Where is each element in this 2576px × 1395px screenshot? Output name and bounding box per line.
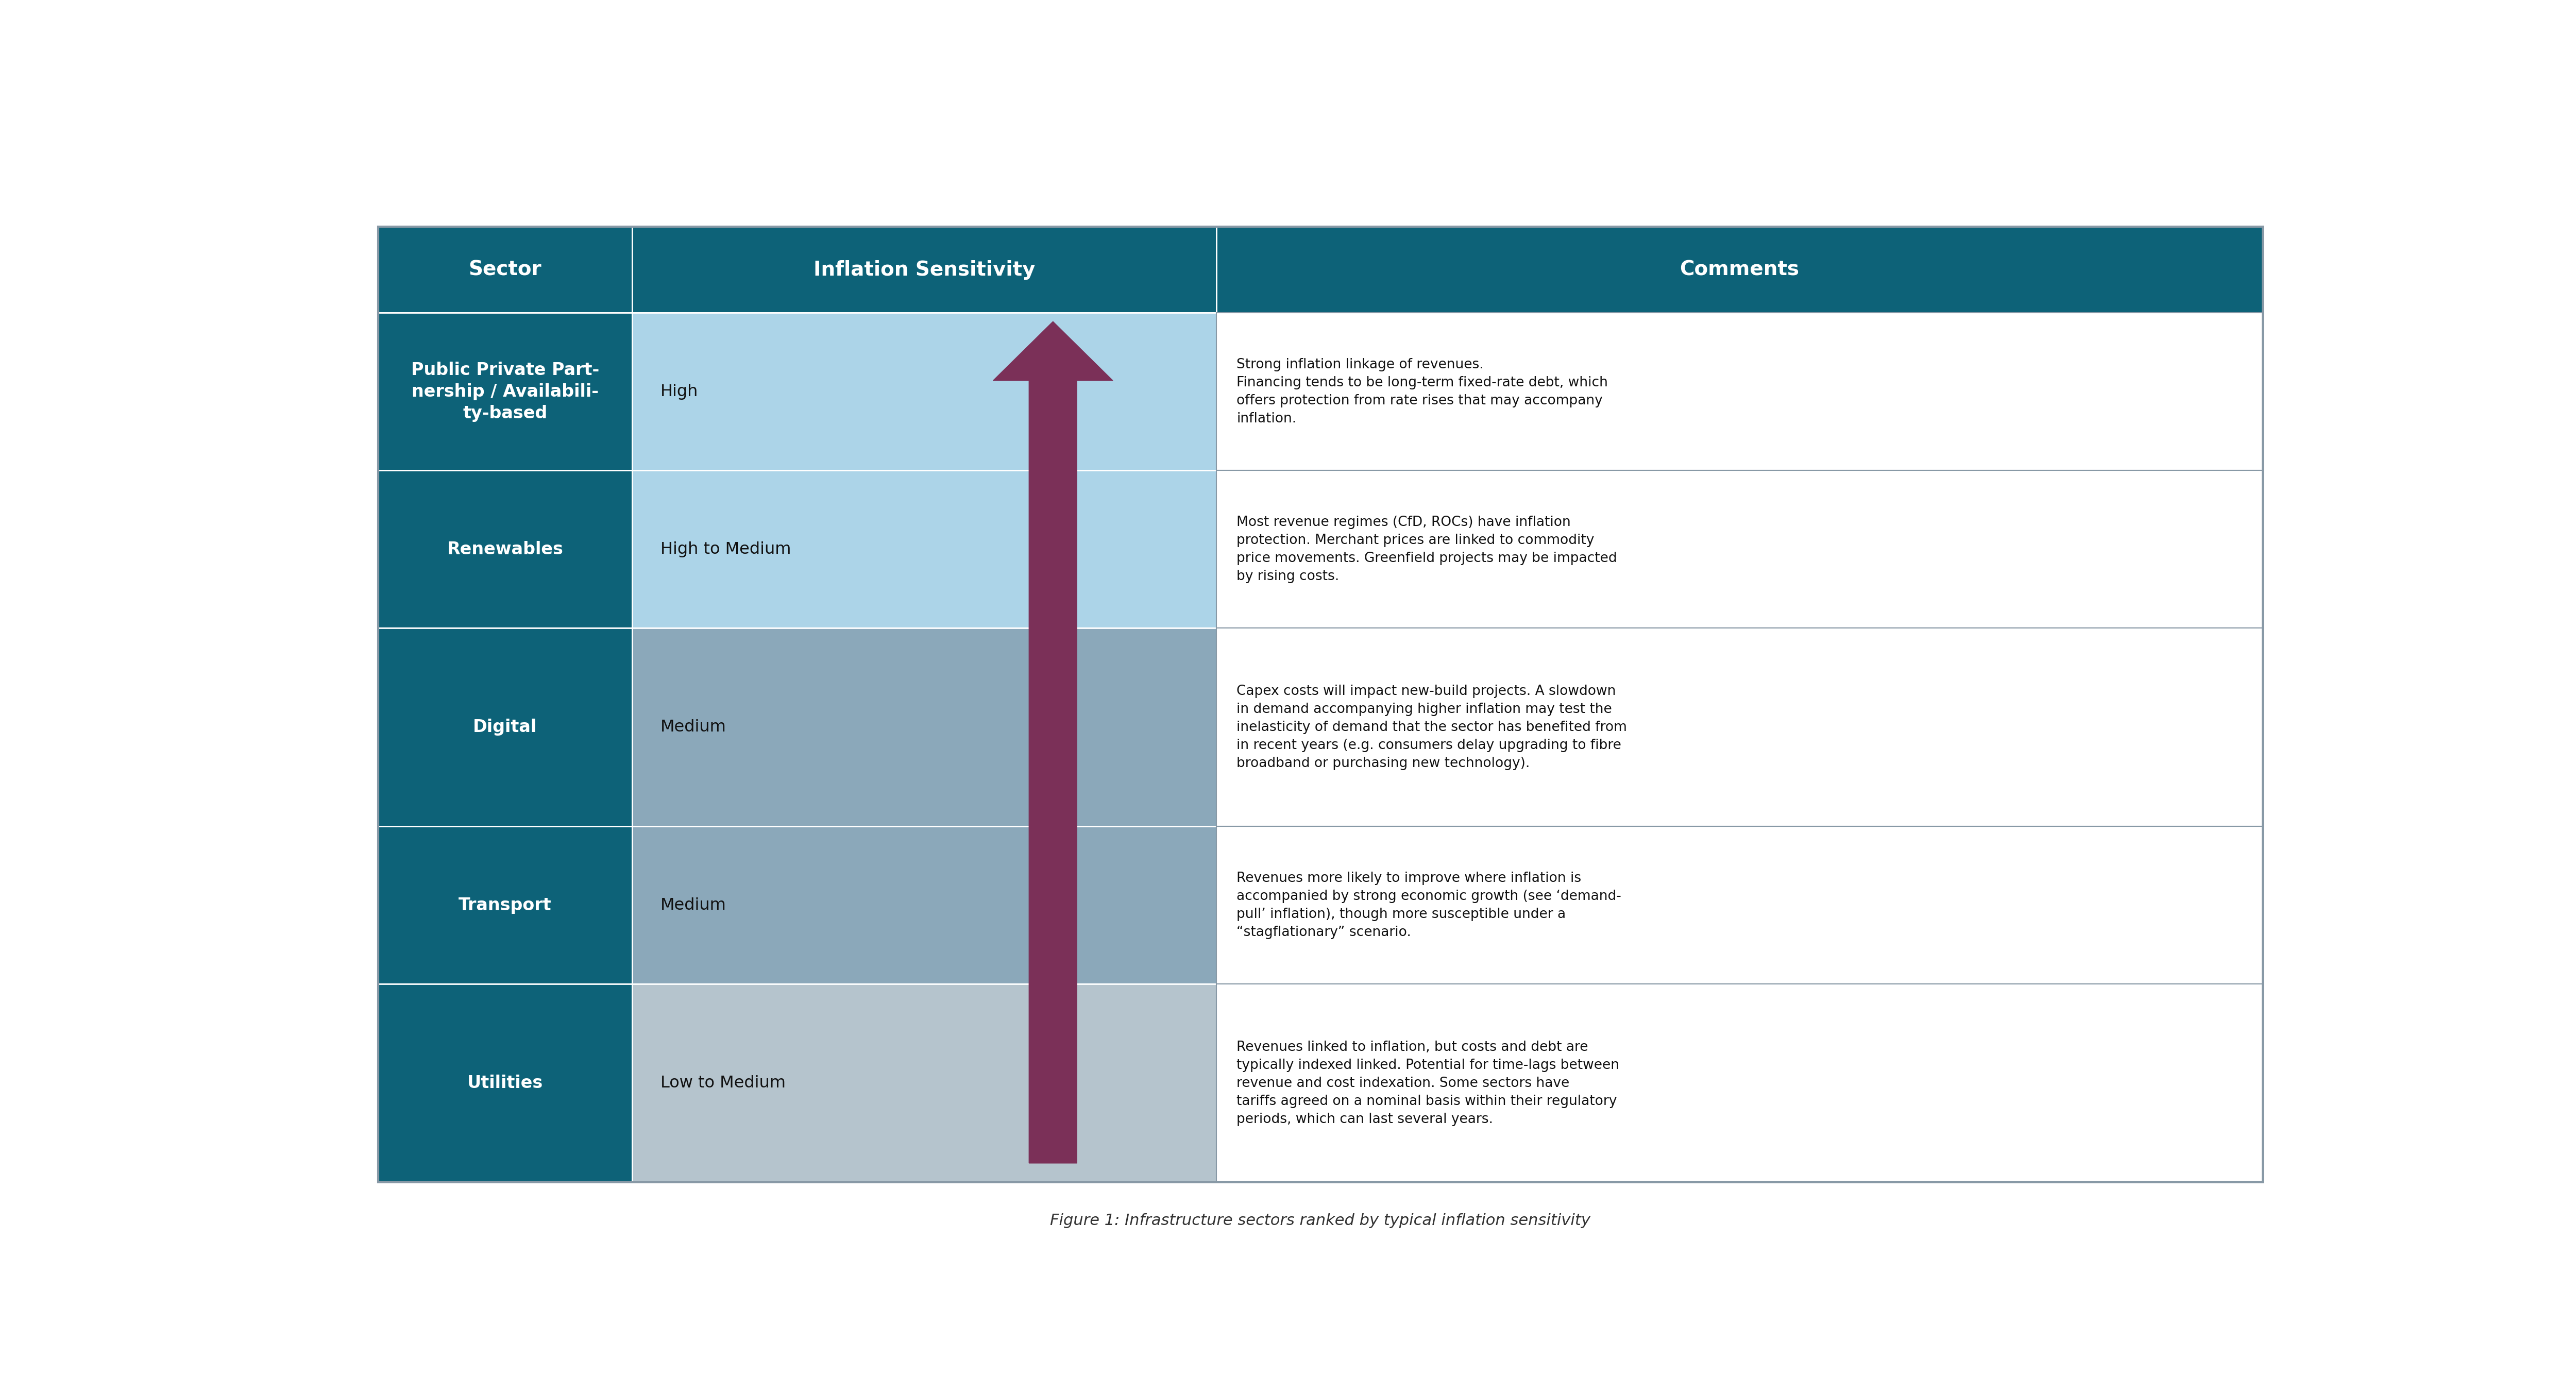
Text: Capex costs will impact new-build projects. A slowdown
in demand accompanying hi: Capex costs will impact new-build projec… [1236, 685, 1628, 770]
Bar [631, 470, 1216, 628]
Text: Revenues linked to inflation, but costs and debt are
typically indexed linked. P: Revenues linked to inflation, but costs … [1236, 1041, 1620, 1126]
Bar [631, 826, 1216, 983]
Bar [1216, 312, 2262, 470]
Text: Comments: Comments [1680, 259, 1798, 279]
Text: Revenues more likely to improve where inflation is
accompanied by strong economi: Revenues more likely to improve where in… [1236, 872, 1620, 939]
Text: Low to Medium: Low to Medium [659, 1076, 786, 1091]
Text: Digital: Digital [474, 718, 538, 735]
Bar [1216, 983, 2262, 1183]
Bar [1216, 826, 2262, 983]
Text: Inflation Sensitivity: Inflation Sensitivity [814, 259, 1036, 279]
Bar [631, 628, 1216, 826]
Text: High: High [659, 384, 698, 400]
Text: Most revenue regimes (CfD, ROCs) have inflation
protection. Merchant prices are : Most revenue regimes (CfD, ROCs) have in… [1236, 516, 1618, 583]
Bar [379, 226, 631, 312]
Bar [631, 226, 1216, 312]
Bar [379, 470, 631, 628]
Bar [379, 983, 631, 1183]
Text: Figure 1: Infrastructure sectors ranked by typical inflation sensitivity: Figure 1: Infrastructure sectors ranked … [1051, 1214, 1589, 1229]
Bar [631, 983, 1216, 1183]
Text: Sector: Sector [469, 259, 541, 279]
Bar [379, 628, 631, 826]
Text: Medium: Medium [659, 720, 726, 735]
Text: Public Private Part-
nership / Availabili-
ty-based: Public Private Part- nership / Availabil… [412, 361, 600, 421]
Bar [1216, 226, 2262, 312]
Text: Transport: Transport [459, 897, 551, 914]
Text: Medium: Medium [659, 897, 726, 914]
Bar [1216, 470, 2262, 628]
Text: Utilities: Utilities [466, 1074, 544, 1092]
Text: Strong inflation linkage of revenues.
Financing tends to be long-term fixed-rate: Strong inflation linkage of revenues. Fi… [1236, 359, 1607, 425]
Bar [379, 226, 2262, 1183]
Text: Renewables: Renewables [446, 541, 564, 558]
Text: High to Medium: High to Medium [659, 541, 791, 558]
Bar [631, 312, 1216, 470]
Polygon shape [994, 321, 1113, 1163]
Bar [379, 826, 631, 983]
Bar [379, 312, 631, 470]
Bar [1216, 628, 2262, 826]
